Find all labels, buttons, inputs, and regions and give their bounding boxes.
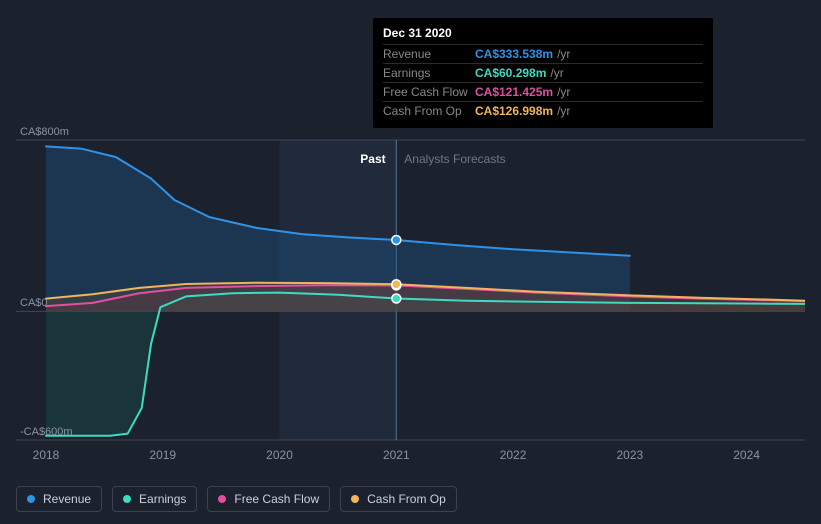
tooltip-row-label: Free Cash Flow	[383, 85, 475, 99]
tooltip-row-label: Cash From Op	[383, 104, 475, 118]
y-axis-label: -CA$600m	[20, 426, 73, 438]
past-label: Past	[360, 152, 385, 166]
legend-item-revenue[interactable]: Revenue	[16, 486, 102, 512]
tooltip-row-unit: /yr	[557, 85, 570, 99]
tooltip-row-value: CA$333.538m	[475, 47, 553, 61]
legend: Revenue Earnings Free Cash Flow Cash From O…	[16, 486, 457, 512]
x-axis-label: 2021	[383, 448, 410, 462]
tooltip-row-label: Earnings	[383, 66, 475, 80]
legend-label: Earnings	[139, 492, 186, 506]
legend-dot-icon	[123, 495, 131, 503]
tooltip-row: Cash From OpCA$126.998m/yr	[383, 102, 703, 120]
tooltip-row-unit: /yr	[557, 47, 570, 61]
tooltip-row-unit: /yr	[557, 104, 570, 118]
x-axis-label: 2020	[266, 448, 293, 462]
legend-dot-icon	[27, 495, 35, 503]
tooltip-row: Free Cash FlowCA$121.425m/yr	[383, 83, 703, 102]
plot-area: CA$800m CA$0 -CA$600m 2018 2019 2020 2021 2022…	[16, 120, 805, 460]
chart-svg	[16, 120, 805, 460]
tooltip-row: EarningsCA$60.298m/yr	[383, 64, 703, 83]
tooltip-row-unit: /yr	[550, 66, 563, 80]
tooltip-row-value: CA$121.425m	[475, 85, 553, 99]
x-axis-label: 2022	[500, 448, 527, 462]
legend-item-free-cash-flow[interactable]: Free Cash Flow	[207, 486, 330, 512]
legend-dot-icon	[218, 495, 226, 503]
x-axis-label: 2023	[616, 448, 643, 462]
x-axis-label: 2024	[733, 448, 760, 462]
tooltip-row-label: Revenue	[383, 47, 475, 61]
tooltip-date: Dec 31 2020	[383, 26, 703, 45]
chart-container: Dec 31 2020 RevenueCA$333.538m/yrEarning…	[0, 0, 821, 524]
legend-item-cash-from-op[interactable]: Cash From Op	[340, 486, 457, 512]
tooltip: Dec 31 2020 RevenueCA$333.538m/yrEarning…	[373, 18, 713, 128]
forecast-label: Analysts Forecasts	[404, 152, 505, 166]
tooltip-row-value: CA$60.298m	[475, 66, 546, 80]
legend-dot-icon	[351, 495, 359, 503]
legend-label: Cash From Op	[367, 492, 446, 506]
tooltip-row-value: CA$126.998m	[475, 104, 553, 118]
y-axis-label: CA$800m	[20, 126, 69, 138]
tooltip-row: RevenueCA$333.538m/yr	[383, 45, 703, 64]
y-axis-label: CA$0	[20, 297, 48, 309]
legend-item-earnings[interactable]: Earnings	[112, 486, 197, 512]
x-axis-label: 2018	[33, 448, 60, 462]
legend-label: Free Cash Flow	[234, 492, 319, 506]
legend-label: Revenue	[43, 492, 91, 506]
x-axis-label: 2019	[149, 448, 176, 462]
